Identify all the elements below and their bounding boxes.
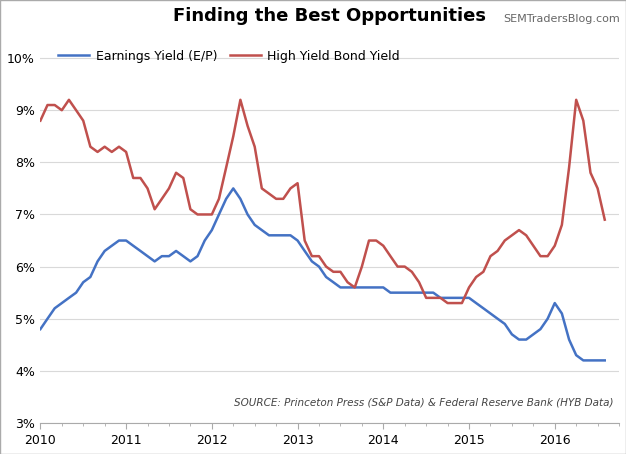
Earnings Yield (E/P): [580, 358, 587, 363]
Text: SEMTradersBlog.com: SEMTradersBlog.com: [503, 14, 620, 24]
High Yield Bond Yield: [294, 181, 301, 186]
Earnings Yield (E/P): [230, 186, 237, 191]
Earnings Yield (E/P): [387, 290, 394, 296]
High Yield Bond Yield: [387, 253, 394, 259]
Line: Earnings Yield (E/P): Earnings Yield (E/P): [40, 188, 605, 360]
Earnings Yield (E/P): [544, 316, 552, 321]
High Yield Bond Yield: [551, 243, 558, 248]
High Yield Bond Yield: [408, 269, 416, 275]
High Yield Bond Yield: [379, 243, 387, 248]
Earnings Yield (E/P): [601, 358, 608, 363]
Line: High Yield Bond Yield: High Yield Bond Yield: [40, 100, 605, 303]
Legend: Earnings Yield (E/P), High Yield Bond Yield: Earnings Yield (E/P), High Yield Bond Yi…: [58, 50, 400, 63]
High Yield Bond Yield: [444, 301, 451, 306]
High Yield Bond Yield: [65, 97, 73, 103]
High Yield Bond Yield: [429, 295, 437, 301]
Earnings Yield (E/P): [294, 238, 301, 243]
High Yield Bond Yield: [601, 217, 608, 222]
Earnings Yield (E/P): [379, 285, 387, 290]
Earnings Yield (E/P): [36, 326, 44, 332]
Earnings Yield (E/P): [408, 290, 416, 296]
High Yield Bond Yield: [36, 118, 44, 123]
Title: Finding the Best Opportunities: Finding the Best Opportunities: [173, 7, 486, 25]
Text: SOURCE: Princeton Press (S&P Data) & Federal Reserve Bank (HYB Data): SOURCE: Princeton Press (S&P Data) & Fed…: [233, 397, 613, 407]
Earnings Yield (E/P): [429, 290, 437, 296]
